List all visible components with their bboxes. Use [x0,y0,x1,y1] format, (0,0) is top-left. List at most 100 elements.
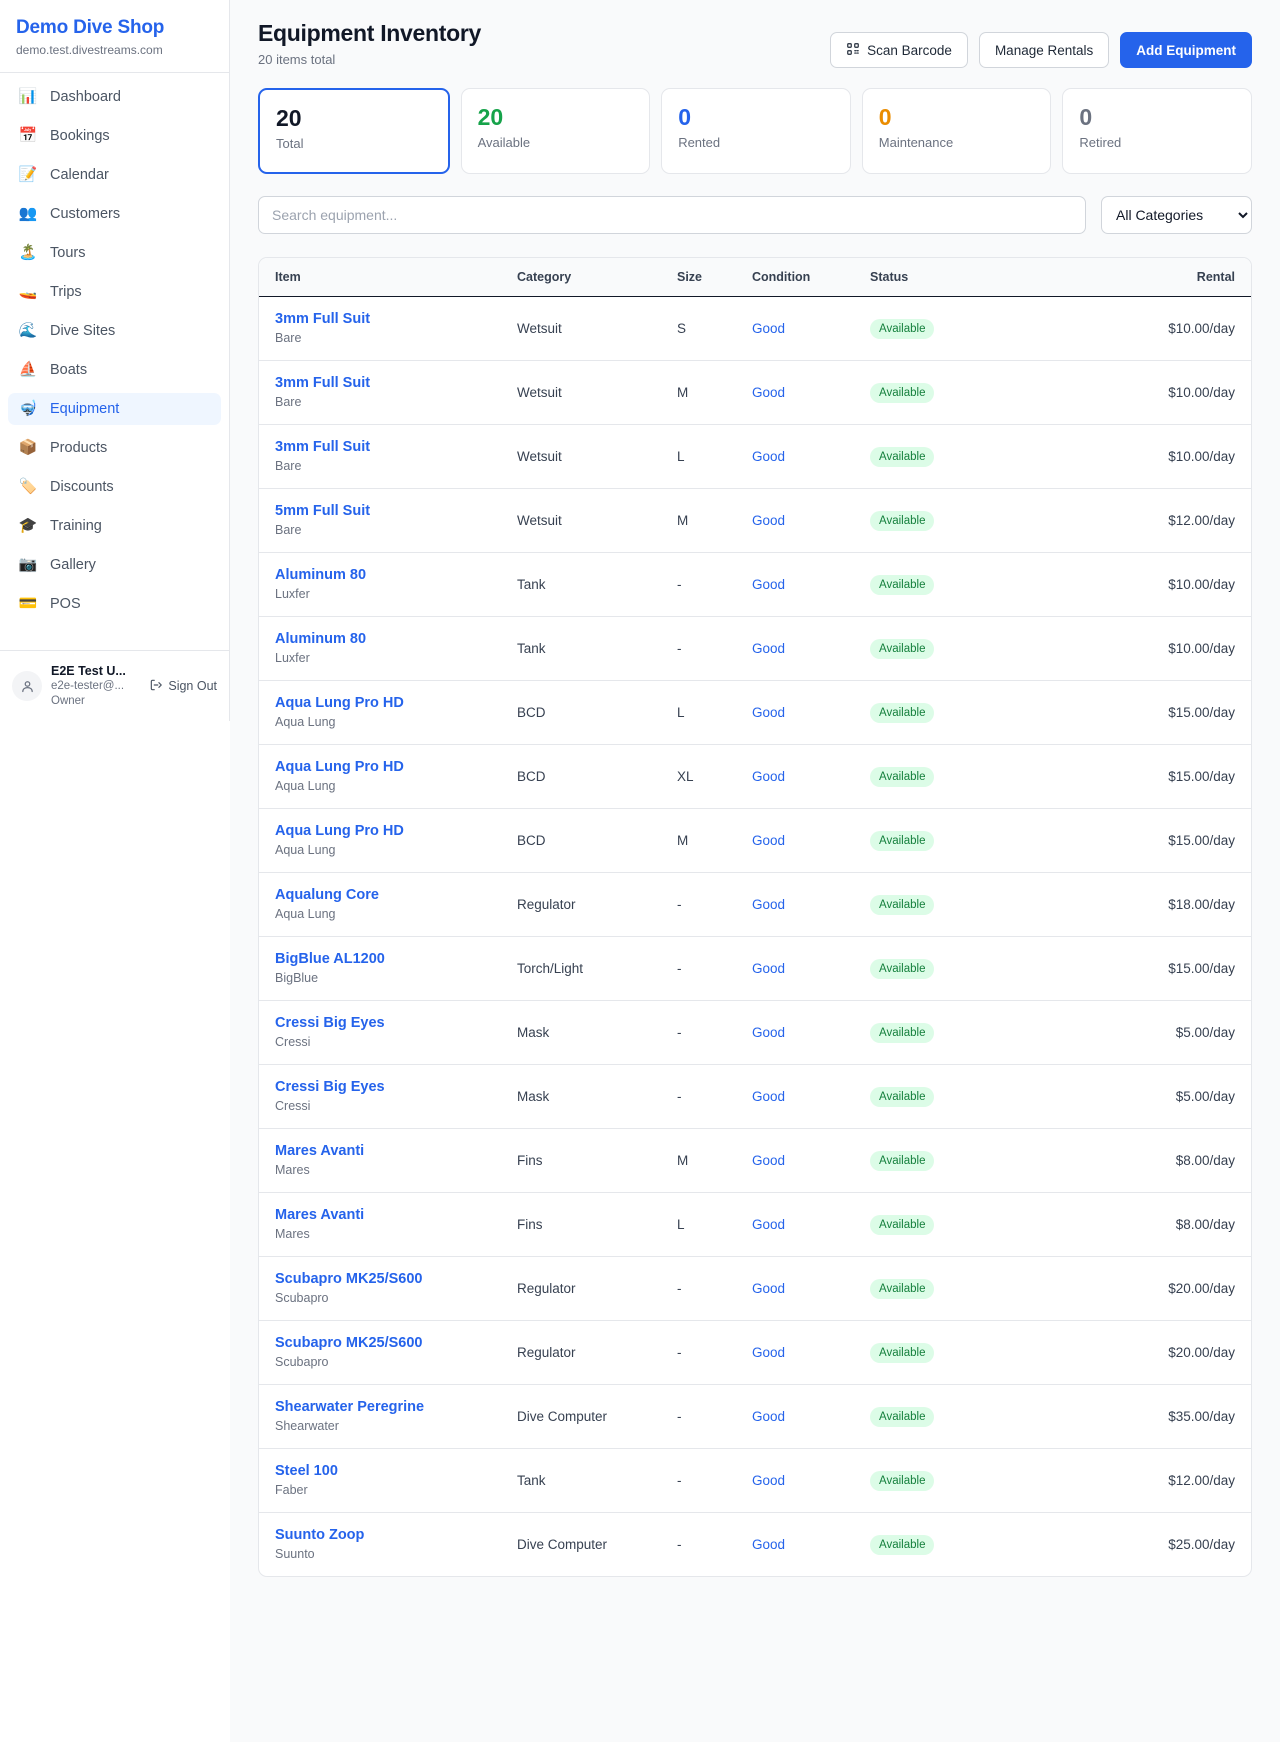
table-row[interactable]: 5mm Full Suit Bare Wetsuit M Good Available $1… [259,488,1251,553]
category-select[interactable]: All Categories [1101,196,1252,234]
table-row[interactable]: Shearwater Peregrine Shearwater Dive Compu… [259,1384,1251,1449]
sidebar-item-pos[interactable]: 💳 POS [8,588,221,620]
condition-link[interactable]: Good [752,1089,786,1104]
item-name-link[interactable]: Aqualung Core [275,887,379,903]
condition-link[interactable]: Good [752,1025,786,1040]
sidebar-item-calendar[interactable]: 📝 Calendar [8,159,221,191]
item-name-link[interactable]: 3mm Full Suit [275,439,371,455]
item-name-link[interactable]: BigBlue AL1200 [275,951,385,967]
condition-link[interactable]: Good [752,833,786,848]
sidebar-item-discounts[interactable]: 🏷️ Discounts [8,471,221,503]
sidebar-item-tours[interactable]: 🏝️ Tours [8,237,221,269]
item-name-link[interactable]: Mares Avanti [275,1207,365,1223]
stat-card-retired[interactable]: 0 Retired [1062,88,1252,174]
table-row[interactable]: Aqualung Core Aqua Lung Regulator - Good Avai… [259,872,1251,937]
cell-rental: $20.00/day [1002,1320,1251,1385]
condition-link[interactable]: Good [752,1153,786,1168]
condition-link[interactable]: Good [752,321,786,336]
table-row[interactable]: Aluminum 80 Luxfer Tank - Good Available $10.0… [259,552,1251,617]
item-name-link[interactable]: Steel 100 [275,1463,338,1479]
table-row[interactable]: Aqua Lung Pro HD Aqua Lung BCD M Good Availab… [259,808,1251,873]
condition-link[interactable]: Good [752,641,786,656]
item-name-link[interactable]: 3mm Full Suit [275,311,371,327]
table-row[interactable]: Scubapro MK25/S600 Scubapro Regulator - Good… [259,1256,1251,1321]
item-name-link[interactable]: Aluminum 80 [275,631,367,647]
stat-label: Maintenance [878,135,954,150]
stat-card-maintenance[interactable]: 0 Maintenance [861,88,1052,174]
sidebar-item-bookings[interactable]: 📅 Bookings [8,120,221,152]
cell-condition: Good [744,1448,862,1513]
item-name-link[interactable]: Cressi Big Eyes [275,1079,385,1095]
item-name-link[interactable]: 5mm Full Suit [275,503,371,519]
sidebar-item-dashboard[interactable]: 📊 Dashboard [8,81,221,113]
item-name-link[interactable]: Cressi Big Eyes [275,1015,385,1031]
table-row[interactable]: Cressi Big Eyes Cressi Mask - Good Available $… [259,1064,1251,1129]
search-input[interactable] [258,196,1086,234]
sidebar-item-products[interactable]: 📦 Products [8,432,221,464]
table-row[interactable]: Steel 100 Faber Tank - Good Available $12.00/d… [259,1448,1251,1513]
sidebar-item-gallery[interactable]: 📷 Gallery [8,549,221,581]
item-name-link[interactable]: Aluminum 80 [275,567,367,583]
condition-link[interactable]: Good [752,1473,786,1488]
add-equipment-button[interactable]: Add Equipment [1120,32,1252,68]
sidebar-item-equipment[interactable]: 🤿 Equipment [8,393,221,425]
item-name-link[interactable]: Aqua Lung Pro HD [275,695,404,711]
item-name-link[interactable]: Suunto Zoop [275,1527,365,1543]
condition-link[interactable]: Good [752,769,786,784]
rental-price: $5.00/day [1175,1025,1235,1040]
condition-link[interactable]: Good [752,1217,786,1232]
stat-card-total[interactable]: 20 Total [258,88,450,174]
table-row[interactable]: Aluminum 80 Luxfer Tank - Good Available $10.0… [259,616,1251,681]
sidebar-item-dive-sites[interactable]: 🌊 Dive Sites [8,315,221,347]
condition-link[interactable]: Good [752,513,786,528]
column-header-item[interactable]: Item [259,258,509,297]
cell-item: 3mm Full Suit Bare [259,296,509,361]
item-name-link[interactable]: Mares Avanti [275,1143,365,1159]
table-row[interactable]: Aqua Lung Pro HD Aqua Lung BCD XL Good Availa… [259,744,1251,809]
cell-status: Available [862,1513,1002,1577]
item-name-link[interactable]: Shearwater Peregrine [275,1399,425,1415]
item-name-link[interactable]: 3mm Full Suit [275,375,371,391]
condition-link[interactable]: Good [752,449,786,464]
table-row[interactable]: 3mm Full Suit Bare Wetsuit L Good Available $1… [259,424,1251,489]
table-row[interactable]: BigBlue AL1200 BigBlue Torch/Light - Good Ava… [259,936,1251,1001]
condition-link[interactable]: Good [752,705,786,720]
item-brand: Aqua Lung [275,715,336,729]
cell-size: L [669,424,744,489]
sign-out-button[interactable]: Sign Out [149,678,217,695]
stat-card-available[interactable]: 20 Available [460,88,651,174]
scan-barcode-button[interactable]: Scan Barcode [830,32,968,68]
manage-rentals-button[interactable]: Manage Rentals [978,32,1110,68]
table-row[interactable]: Mares Avanti Mares Fins L Good Available $8.00… [259,1192,1251,1257]
stat-card-rented[interactable]: 0 Rented [661,88,851,174]
column-header-size[interactable]: Size [669,258,744,297]
condition-link[interactable]: Good [752,897,786,912]
item-name-link[interactable]: Aqua Lung Pro HD [275,759,404,775]
table-row[interactable]: 3mm Full Suit Bare Wetsuit S Good Available $1… [259,296,1251,361]
condition-link[interactable]: Good [752,1537,786,1552]
column-header-rental[interactable]: Rental [1002,258,1251,297]
table-row[interactable]: Aqua Lung Pro HD Aqua Lung BCD L Good Availab… [259,680,1251,745]
table-row[interactable]: Scubapro MK25/S600 Scubapro Regulator - Good… [259,1320,1251,1385]
item-name-link[interactable]: Scubapro MK25/S600 [275,1271,423,1287]
item-name-link[interactable]: Aqua Lung Pro HD [275,823,404,839]
sidebar-item-trips[interactable]: 🚤 Trips [8,276,221,308]
table-row[interactable]: Suunto Zoop Suunto Dive Computer - Good Avail… [259,1513,1251,1577]
table-row[interactable]: Mares Avanti Mares Fins M Good Available $8.00… [259,1128,1251,1193]
table-row[interactable]: Cressi Big Eyes Cressi Mask - Good Available $… [259,1000,1251,1065]
sidebar-item-boats[interactable]: ⛵ Boats [8,354,221,386]
sidebar-item-training[interactable]: 🎓 Training [8,510,221,542]
table-row[interactable]: 3mm Full Suit Bare Wetsuit M Good Available $1… [259,360,1251,425]
item-name-link[interactable]: Scubapro MK25/S600 [275,1335,423,1351]
condition-link[interactable]: Good [752,1345,786,1360]
condition-link[interactable]: Good [752,1281,786,1296]
column-header-status[interactable]: Status [862,258,1002,297]
condition-link[interactable]: Good [752,961,786,976]
column-header-category[interactable]: Category [509,258,669,297]
sidebar-item-customers[interactable]: 👥 Customers [8,198,221,230]
condition-link[interactable]: Good [752,1409,786,1424]
column-header-condition[interactable]: Condition [744,258,862,297]
brand-block[interactable]: Demo Dive Shop demo.test.divestreams.com [0,0,229,73]
condition-link[interactable]: Good [752,385,786,400]
condition-link[interactable]: Good [752,577,786,592]
